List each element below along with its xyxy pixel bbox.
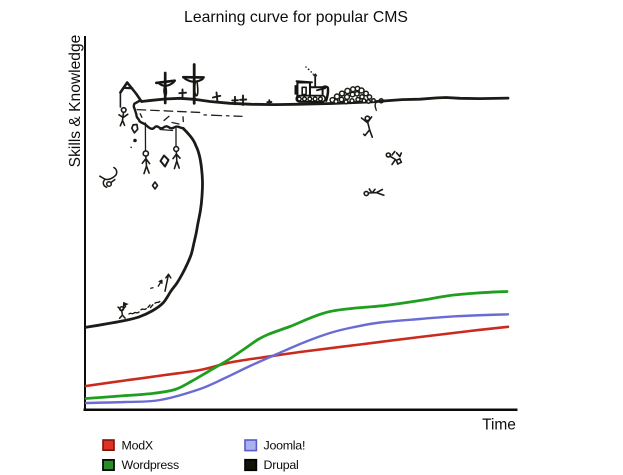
svg-text:Skills & Knowledge: Skills & Knowledge	[67, 35, 84, 168]
svg-text:Time: Time	[482, 417, 516, 434]
svg-text:Joomla!: Joomla!	[264, 438, 306, 452]
svg-text:Wordpress: Wordpress	[122, 458, 179, 472]
svg-text:Drupal: Drupal	[264, 458, 299, 472]
svg-text:ModX: ModX	[122, 438, 153, 452]
svg-text:Learning curve for popular CMS: Learning curve for popular CMS	[184, 9, 408, 26]
